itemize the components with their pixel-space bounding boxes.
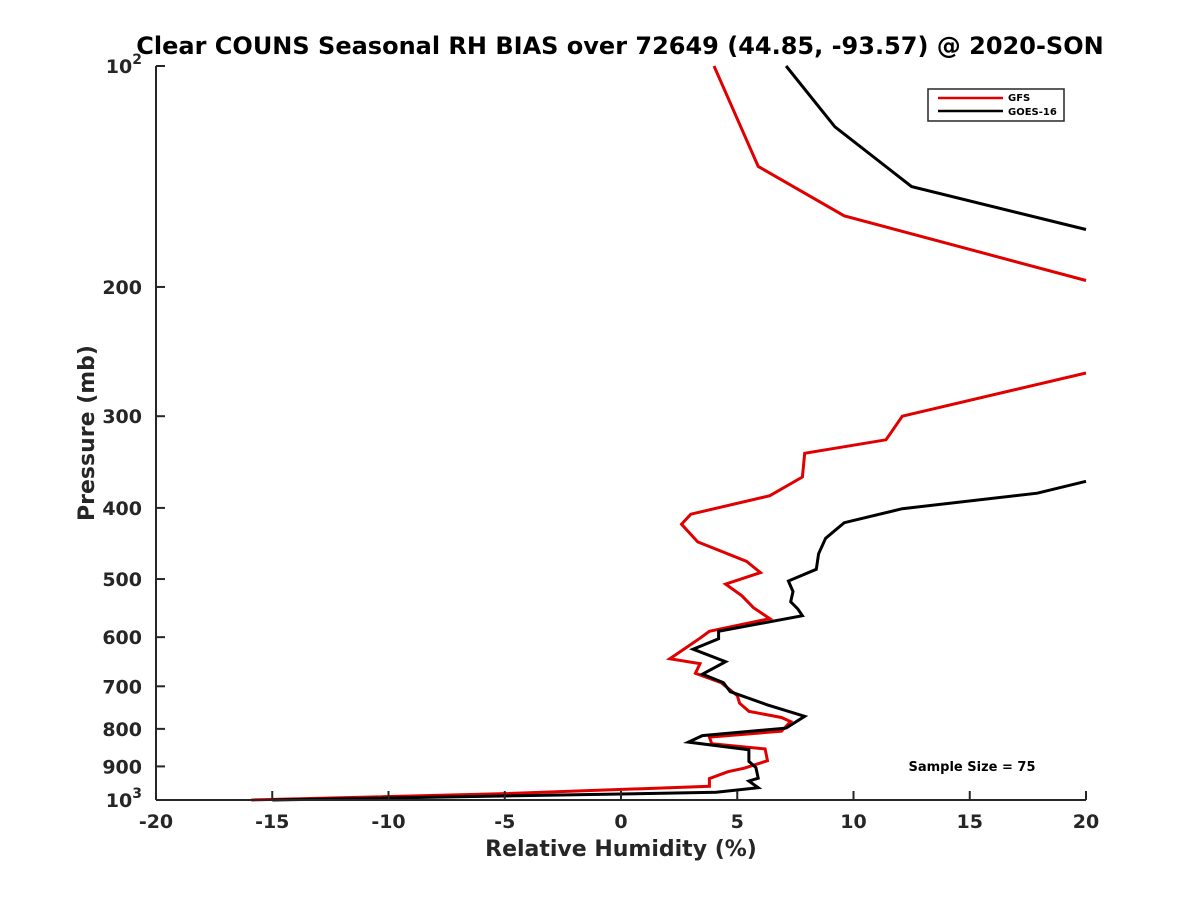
series-line-goes16-segment-2 bbox=[272, 479, 1087, 802]
y-tick-label: 102 bbox=[106, 52, 142, 78]
series-line-goes16-segment-1 bbox=[784, 65, 1087, 231]
y-axis-label: Pressure (mb) bbox=[75, 345, 100, 521]
y-tick-label: 600 bbox=[102, 627, 142, 649]
x-tick-label: 10 bbox=[840, 811, 866, 833]
y-tick-label: 700 bbox=[102, 676, 142, 698]
x-tick-label: -10 bbox=[371, 811, 405, 833]
x-tick-label: 20 bbox=[1073, 811, 1099, 833]
x-tick-label: -20 bbox=[139, 811, 173, 833]
legend-label-goes16: GOES-16 bbox=[1008, 107, 1057, 118]
legend: GFS GOES-16 bbox=[927, 88, 1065, 122]
x-tick-label: 15 bbox=[957, 811, 983, 833]
y-tick-label: 900 bbox=[102, 756, 142, 778]
x-tick-label: -15 bbox=[255, 811, 289, 833]
y-tick-label: 500 bbox=[102, 569, 142, 591]
y-tick-label: 800 bbox=[102, 719, 142, 741]
y-tick-label: 103 bbox=[106, 786, 142, 812]
y-tick-label: 300 bbox=[102, 406, 142, 428]
y-tick-label: 200 bbox=[102, 277, 142, 299]
y-axis-ticks: 102 200 300 400 500 600 700 800 900 103 bbox=[102, 52, 165, 812]
x-tick-label: 5 bbox=[731, 811, 744, 833]
legend-box bbox=[927, 88, 1065, 122]
x-tick-label: 0 bbox=[614, 811, 627, 833]
chart-title: Clear COUNS Seasonal RH BIAS over 72649 … bbox=[136, 32, 1103, 60]
sample-size-annotation: Sample Size = 75 bbox=[908, 760, 1035, 775]
series-line-gfs-segment-2 bbox=[251, 371, 1087, 802]
series-line-gfs-segment-1 bbox=[712, 65, 1087, 282]
x-axis-label: Relative Humidity (%) bbox=[485, 837, 757, 862]
x-tick-label: -5 bbox=[494, 811, 515, 833]
y-tick-label: 400 bbox=[102, 498, 142, 520]
plot-area bbox=[251, 65, 1087, 802]
x-axis-ticks: -20 -15 -10 -5 0 5 10 15 20 bbox=[139, 791, 1099, 833]
legend-label-gfs: GFS bbox=[1008, 93, 1030, 104]
